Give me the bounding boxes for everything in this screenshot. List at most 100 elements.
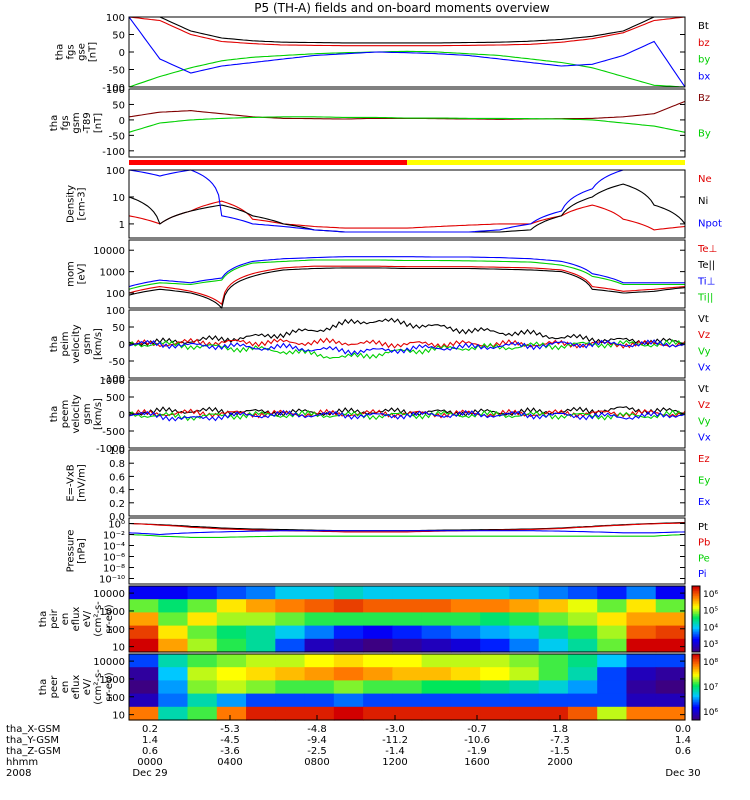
colorbar-segment <box>692 665 700 668</box>
spectrogram-cell <box>246 654 276 668</box>
y-axis-label-peim_velocity: thapeimvelocitygsm[km/s] <box>49 324 104 363</box>
legend-entry-bx: bx <box>698 71 710 82</box>
y-tick-label: 100 <box>106 693 125 704</box>
legend-entry-Te⊥: Te⊥ <box>697 244 717 255</box>
panel-peer_en_eflux: 10⁸ 10⁷ 10⁶ 10000 1000 100 10 thapeerenefluxeV/… <box>38 653 718 722</box>
y-axis-label-line: [mV/m] <box>77 464 88 502</box>
colorbar-tick-label: 10⁶ <box>703 708 718 718</box>
spectrogram-cell <box>187 625 218 640</box>
spectrogram-cell <box>158 654 189 668</box>
spectrogram-cell <box>655 706 686 721</box>
colorbar-peer_en_eflux: 10⁸ 10⁷ 10⁶ <box>691 653 718 721</box>
legend-mom: Te⊥ Te|| Ti⊥ Ti|| <box>697 244 717 304</box>
spectrogram-peer_en_eflux <box>129 654 686 721</box>
colorbar-frame <box>691 585 701 653</box>
y-tick-label: 10000 <box>93 657 125 668</box>
y-tick-label: 10⁻⁴ <box>103 542 125 553</box>
y-tick-label: 10⁻⁶ <box>103 553 125 564</box>
spectrogram-cell <box>129 680 159 695</box>
legend-peim_velocity: Vt Vz Vy Vx <box>698 314 711 374</box>
y-axis-label-line: mom <box>66 261 77 287</box>
spectrogram-cell <box>450 625 481 640</box>
spectrogram-cell <box>421 693 452 708</box>
spectrogram-cell <box>509 667 540 681</box>
colorbar-segment <box>692 617 700 620</box>
legend-density: Ne Ni Npot <box>698 174 722 229</box>
spectrogram-cell <box>304 612 335 627</box>
y-axis-label-line: E=-VxB <box>66 464 77 501</box>
spectrogram-cell <box>246 706 276 721</box>
spectrogram-cell <box>655 612 686 627</box>
y-axis-label-mom: mom[eV] <box>66 261 88 287</box>
legend-entry-Te||: Te|| <box>697 260 715 271</box>
footer-value: 0.6 <box>142 746 158 757</box>
y-axis-label-line: tha <box>55 44 66 60</box>
spectrogram-cell <box>597 680 628 695</box>
spectrogram-cell <box>304 586 335 600</box>
colorbar-segment <box>692 614 700 617</box>
colorbar-segment <box>692 610 700 613</box>
spectrogram-cell <box>450 706 481 721</box>
footer-value: 0800 <box>304 757 329 768</box>
colorbar-peir_en_eflux: 10⁶ 10⁵ 10⁴ 10³ <box>691 585 718 653</box>
spectrogram-cell <box>538 599 569 613</box>
colorbar-segment <box>692 592 700 595</box>
spectrogram-cell <box>597 638 628 653</box>
spectrogram-cell <box>509 680 540 695</box>
series-line-Ti|| <box>128 259 685 290</box>
series-line-Pe <box>128 533 686 538</box>
colorbar-segment <box>692 693 700 696</box>
y-axis-label-line: (cm²-s- <box>93 669 104 705</box>
footer-row-label: 2008 <box>6 768 31 779</box>
colorbar-segment <box>692 657 700 660</box>
y-tick-label: 100 <box>106 166 125 177</box>
spectrogram-cell <box>597 625 628 640</box>
spectrogram-cell <box>480 586 511 600</box>
y-tick-label: 1 <box>119 220 125 231</box>
colorbar-segment <box>692 615 700 618</box>
y-axis-label-line: en <box>60 681 71 694</box>
spectrogram-cell <box>450 599 481 613</box>
spectrogram-cell <box>509 599 540 613</box>
spectrogram-cell <box>450 654 481 668</box>
spectrogram-cell <box>187 586 218 600</box>
colorbar-frame <box>691 653 701 721</box>
spectrogram-cell <box>450 586 481 600</box>
spectrogram-cell <box>421 625 452 640</box>
colorbar-segment <box>692 586 700 589</box>
legend-entry-Vz: Vz <box>698 330 710 341</box>
spectrogram-cell <box>129 638 159 653</box>
colorbar-segment <box>692 685 700 688</box>
series-line-Ne <box>128 200 686 231</box>
spectrogram-cell <box>392 693 423 708</box>
spectrogram-cell <box>158 667 189 681</box>
spectrogram-cell <box>187 706 218 721</box>
colorbar-segment <box>692 711 700 714</box>
spectrogram-cell <box>275 599 306 613</box>
colorbar-segment <box>692 695 700 698</box>
legend-entry-Vx: Vx <box>698 363 711 374</box>
panel-frame <box>128 16 686 88</box>
spectrogram-cell <box>129 599 159 613</box>
colorbar-segment <box>692 599 700 602</box>
spectrogram-cell <box>216 638 247 653</box>
colorbar-segment <box>692 645 700 648</box>
y-ticks-density: 100 10 1 <box>106 166 685 231</box>
spectrogram-cell <box>421 680 452 695</box>
y-tick-label: 1000 <box>100 675 125 686</box>
footer-value: 1.4 <box>142 735 158 746</box>
footer-value: 0.6 <box>675 746 691 757</box>
colorbar-segment <box>692 663 700 667</box>
y-axis-label-fgs_gsm_t89: thafgsgsm-T89[nT] <box>49 112 104 134</box>
y-tick-label: 10 <box>112 643 125 654</box>
spectrogram-cell <box>567 612 598 627</box>
spectrogram-cell <box>626 693 657 708</box>
colorbar-segment <box>692 622 700 625</box>
spectrogram-cell <box>158 599 189 613</box>
y-axis-label-line: tha <box>49 406 60 422</box>
spectrogram-cell <box>187 612 218 627</box>
colorbar-segment <box>692 688 700 691</box>
y-axis-label-line: fgs <box>60 115 71 130</box>
spectrogram-cell <box>597 599 628 613</box>
spectrogram-cell <box>158 638 189 653</box>
